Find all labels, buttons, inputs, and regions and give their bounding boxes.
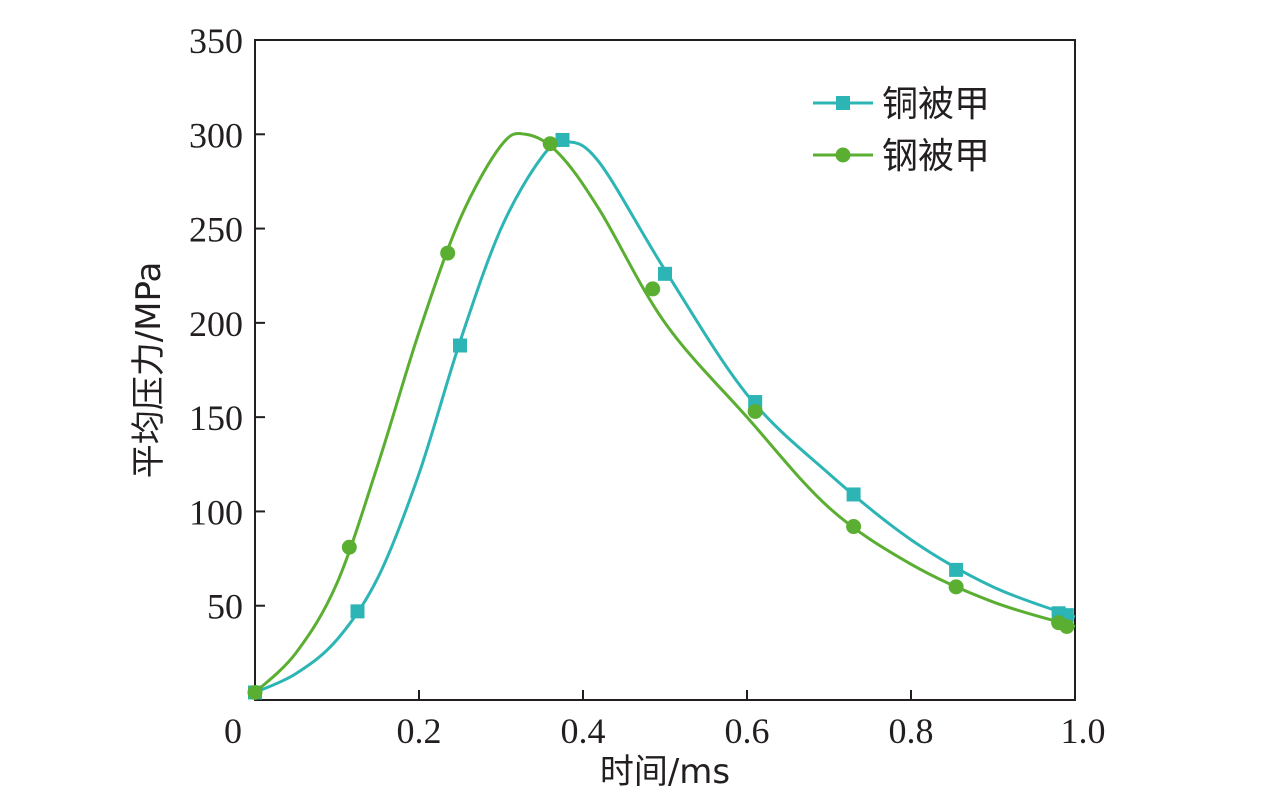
x-tick-label: 0.8 [889, 711, 934, 751]
plot-frame [254, 39, 1076, 701]
series-layer [247, 132, 1076, 700]
legend-swatch-marker [836, 96, 850, 110]
legend-item: 铜被甲 [813, 84, 990, 125]
data-point [658, 266, 672, 281]
data-point [949, 562, 964, 577]
data-point [341, 539, 357, 555]
data-point [846, 519, 862, 535]
x-tick-label: 1.0 [1061, 711, 1106, 751]
y-axis: 50 100 150 200 250 300 350 [189, 21, 265, 627]
data-point [555, 132, 570, 147]
y-tick-label: 250 [189, 210, 243, 250]
series-steel [247, 132, 1076, 700]
data-point [350, 604, 365, 619]
data-point [948, 579, 964, 595]
data-point [846, 487, 861, 502]
data-point [440, 245, 456, 261]
series-copper [248, 132, 1076, 700]
data-point [247, 684, 263, 700]
data-point [645, 281, 661, 297]
y-tick-label: 50 [207, 587, 243, 627]
legend-swatch-marker [835, 147, 851, 163]
x-axis: 0 0.2 0.4 0.6 0.8 1.0 [224, 690, 1106, 751]
legend-label: 铜被甲 [882, 84, 990, 125]
series-line [254, 140, 1076, 694]
y-axis-title: 平均压力/MPa [129, 262, 169, 479]
x-tick-label: 0.4 [561, 711, 606, 751]
data-point [747, 403, 763, 419]
x-tick-label: 0.2 [397, 711, 442, 751]
data-point [542, 136, 558, 152]
data-point [453, 338, 467, 353]
y-tick-label: 350 [189, 21, 243, 61]
y-tick-label: 100 [189, 492, 243, 532]
y-tick-label: 150 [189, 398, 243, 438]
plot-area-border [254, 39, 1076, 701]
y-tick-label: 300 [189, 115, 243, 155]
series-line [253, 132, 1076, 694]
x-tick-label: 0 [224, 711, 242, 751]
data-point [1059, 618, 1075, 634]
x-tick-label: 0.6 [725, 711, 770, 751]
x-axis-title: 时间/ms [600, 752, 730, 792]
legend-item: 钢被甲 [813, 136, 990, 177]
legend-label: 钢被甲 [882, 136, 990, 177]
y-tick-label: 200 [189, 304, 243, 344]
